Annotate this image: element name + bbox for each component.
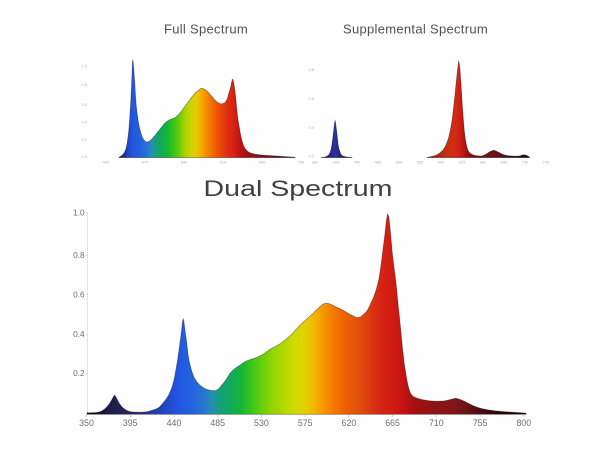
- svg-text:730: 730: [522, 160, 529, 165]
- svg-text:620: 620: [342, 418, 357, 428]
- svg-text:530: 530: [254, 418, 269, 428]
- svg-text:Dual Spectrum: Dual Spectrum: [204, 177, 393, 201]
- svg-text:440: 440: [167, 418, 182, 428]
- svg-text:0.8: 0.8: [81, 82, 87, 87]
- svg-text:380: 380: [312, 160, 319, 165]
- svg-text:590: 590: [438, 160, 445, 165]
- svg-text:0.2: 0.2: [308, 154, 314, 159]
- svg-text:710: 710: [429, 418, 444, 428]
- svg-text:0.6: 0.6: [73, 290, 85, 299]
- svg-text:395: 395: [123, 418, 138, 428]
- svg-text:350: 350: [79, 418, 94, 428]
- svg-text:415: 415: [333, 160, 340, 165]
- svg-text:555: 555: [417, 160, 424, 165]
- svg-text:0.0: 0.0: [81, 154, 87, 159]
- svg-text:1.0: 1.0: [73, 209, 85, 218]
- svg-text:0.6: 0.6: [308, 96, 314, 101]
- svg-text:450: 450: [354, 160, 361, 165]
- svg-text:540: 540: [181, 160, 188, 165]
- svg-text:0.2: 0.2: [73, 369, 85, 378]
- svg-text:755: 755: [473, 418, 488, 428]
- svg-text:0.2: 0.2: [81, 137, 87, 142]
- svg-text:Supplemental Spectrum: Supplemental Spectrum: [343, 22, 488, 37]
- svg-text:660: 660: [480, 160, 487, 165]
- svg-text:1.0: 1.0: [81, 64, 87, 69]
- svg-text:665: 665: [385, 418, 400, 428]
- svg-text:Full Spectrum: Full Spectrum: [164, 22, 248, 37]
- svg-text:400: 400: [103, 160, 110, 165]
- svg-text:0.4: 0.4: [308, 125, 314, 130]
- svg-text:680: 680: [259, 160, 266, 165]
- svg-text:695: 695: [501, 160, 508, 165]
- svg-text:520: 520: [396, 160, 403, 165]
- svg-text:0.4: 0.4: [73, 330, 85, 339]
- svg-text:485: 485: [210, 418, 225, 428]
- svg-text:610: 610: [220, 160, 227, 165]
- svg-text:0.8: 0.8: [308, 67, 314, 72]
- svg-text:575: 575: [298, 418, 313, 428]
- svg-text:750: 750: [298, 160, 305, 165]
- svg-text:800: 800: [516, 418, 531, 428]
- svg-text:0.8: 0.8: [73, 251, 85, 260]
- svg-text:765: 765: [543, 160, 550, 165]
- svg-text:485: 485: [375, 160, 382, 165]
- svg-text:625: 625: [459, 160, 466, 165]
- svg-text:0.6: 0.6: [81, 102, 87, 107]
- svg-text:470: 470: [142, 160, 149, 165]
- svg-text:0.4: 0.4: [81, 120, 87, 125]
